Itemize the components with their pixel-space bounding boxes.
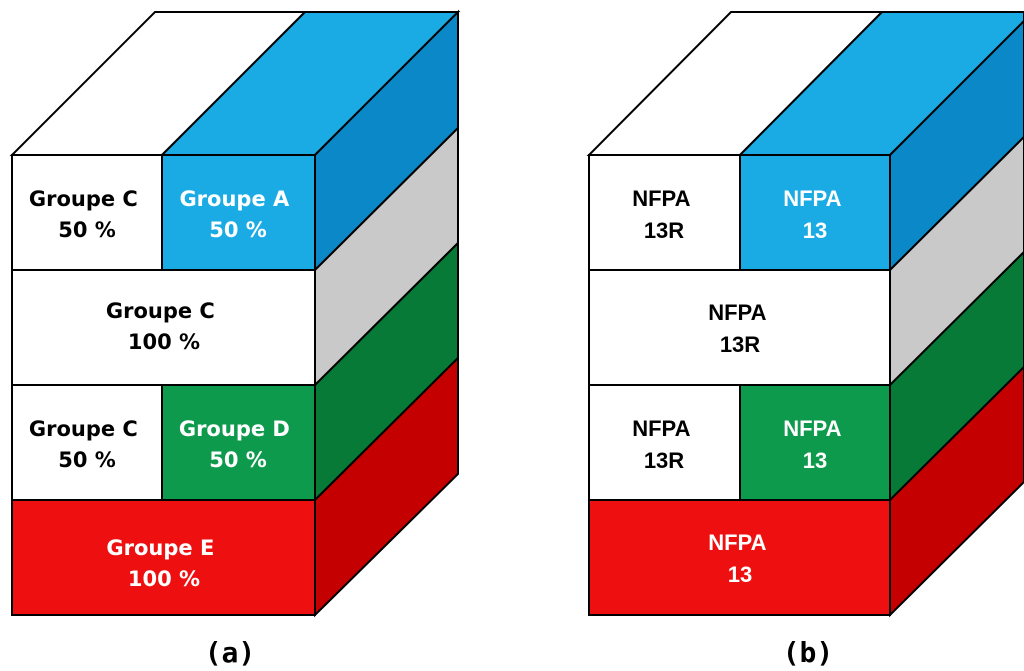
floor1-left-label: Groupe C 50 % — [29, 187, 145, 242]
floor1-left-label: NFPA 13R — [632, 186, 696, 243]
floor3-left-cell — [588, 384, 741, 501]
floor1-right-label: Groupe A 50 % — [179, 187, 296, 242]
floor3-right-cell — [161, 384, 316, 501]
floor2-label: NFPA 13R — [708, 300, 772, 357]
floor1-left-cell — [588, 154, 741, 271]
floor3-left-cell — [11, 384, 163, 501]
floor4-cell — [11, 499, 316, 616]
floor1-right-cell — [739, 154, 891, 271]
floor2-label: Groupe C 100 % — [106, 299, 222, 354]
floor2-cell — [11, 269, 316, 386]
floor2-cell — [588, 269, 891, 386]
floor4-label: NFPA 13 — [708, 530, 772, 587]
floor4-label: Groupe E 100 % — [106, 536, 221, 591]
floor3-left-label: NFPA 13R — [632, 416, 696, 473]
floor1-left-cell — [11, 154, 163, 271]
floor1-right-label: NFPA 13 — [783, 186, 847, 243]
floor3-left-label: Groupe C 50 % — [29, 417, 145, 472]
building-a: Groupe C 50 % Groupe A 50 % Groupe C 100… — [9, 9, 461, 669]
caption-a: (a) — [205, 636, 256, 669]
building-b: NFPA 13R NFPA 13 NFPA 13R NFPA 13R NFPA … — [586, 11, 1024, 669]
floor3-right-label: Groupe D 50 % — [179, 417, 297, 472]
floor1-right-cell — [161, 154, 316, 271]
floor3-right-cell — [739, 384, 891, 501]
floor3-right-label: NFPA 13 — [783, 416, 847, 473]
floor4-cell — [588, 499, 891, 616]
caption-b: (b) — [783, 636, 834, 669]
